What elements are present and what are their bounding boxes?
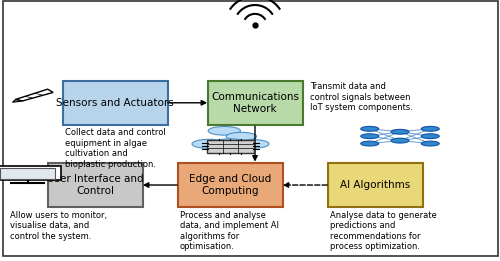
Polygon shape bbox=[12, 99, 22, 102]
Text: Transmit data and
control signals between
IoT system components.: Transmit data and control signals betwee… bbox=[310, 82, 413, 112]
FancyBboxPatch shape bbox=[206, 140, 254, 153]
Ellipse shape bbox=[208, 127, 240, 135]
Ellipse shape bbox=[192, 139, 226, 149]
Text: Collect data and control
equipment in algae
cultivation and
bioplastic productio: Collect data and control equipment in al… bbox=[65, 128, 166, 169]
Ellipse shape bbox=[361, 126, 379, 131]
Ellipse shape bbox=[211, 139, 249, 149]
Ellipse shape bbox=[361, 141, 379, 146]
Ellipse shape bbox=[226, 132, 256, 140]
Text: Process and analyse
data, and implement AI
algorithms for
optimisation.: Process and analyse data, and implement … bbox=[180, 211, 279, 251]
Text: Analyse data to generate
predictions and
recommendations for
process optimizatio: Analyse data to generate predictions and… bbox=[330, 211, 437, 251]
Ellipse shape bbox=[361, 134, 379, 139]
Ellipse shape bbox=[421, 141, 440, 146]
Polygon shape bbox=[16, 89, 53, 101]
FancyBboxPatch shape bbox=[208, 81, 302, 125]
FancyBboxPatch shape bbox=[0, 168, 55, 179]
Text: Communications
Network: Communications Network bbox=[211, 92, 299, 114]
Text: User Interface and
Control: User Interface and Control bbox=[46, 174, 144, 196]
Ellipse shape bbox=[236, 140, 269, 148]
FancyBboxPatch shape bbox=[328, 163, 422, 207]
FancyBboxPatch shape bbox=[0, 166, 61, 180]
Ellipse shape bbox=[391, 138, 409, 143]
Ellipse shape bbox=[391, 129, 409, 134]
Ellipse shape bbox=[421, 126, 440, 131]
FancyBboxPatch shape bbox=[62, 81, 168, 125]
Text: Allow users to monitor,
visualise data, and
control the system.: Allow users to monitor, visualise data, … bbox=[10, 211, 107, 241]
Text: Edge and Cloud
Computing: Edge and Cloud Computing bbox=[189, 174, 271, 196]
FancyBboxPatch shape bbox=[178, 163, 282, 207]
Ellipse shape bbox=[421, 134, 440, 139]
Text: Sensors and Actuators: Sensors and Actuators bbox=[56, 98, 174, 108]
FancyBboxPatch shape bbox=[48, 163, 142, 207]
Text: AI Algorithms: AI Algorithms bbox=[340, 180, 410, 190]
